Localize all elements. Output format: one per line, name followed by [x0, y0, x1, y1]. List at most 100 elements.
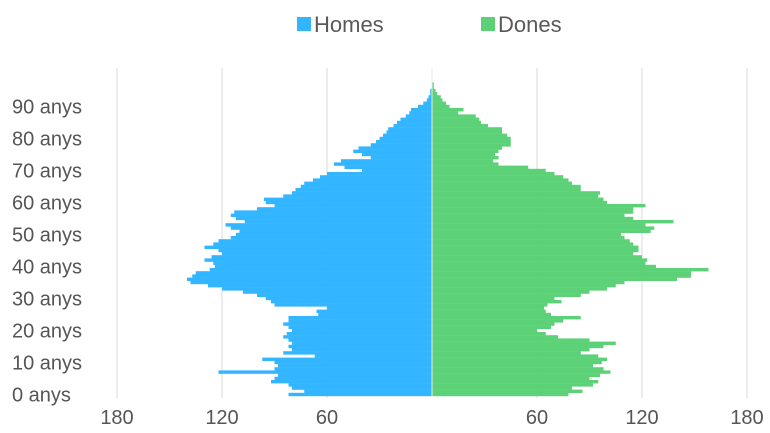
bar-homes-age-35: [190, 280, 432, 285]
bar-homes-age-40: [215, 264, 432, 269]
bar-homes-age-31: [257, 293, 432, 297]
bar-dones-age-88: [432, 111, 459, 115]
bar-dones-age-59: [432, 204, 646, 208]
bar-dones-age-9: [432, 364, 593, 368]
bar-homes-age-78: [370, 143, 432, 147]
bar-homes-age-77: [358, 146, 432, 150]
bar-homes-age-60: [265, 200, 432, 205]
bar-dones-age-82: [432, 130, 502, 134]
bar-dones-age-47: [432, 242, 634, 246]
bar-homes-age-76: [353, 149, 432, 153]
x-tick-label-3: 60: [526, 407, 548, 429]
bar-dones-age-78: [432, 143, 511, 147]
y-tick-label-3: 30 anys: [12, 288, 82, 310]
bar-homes-age-22: [283, 322, 432, 326]
bar-dones-age-77: [432, 146, 502, 150]
bar-homes-age-18: [283, 335, 432, 339]
bar-dones-age-62: [432, 194, 599, 198]
bar-dones-age-23: [432, 319, 564, 323]
bar-dones-age-72: [432, 162, 499, 166]
bar-dones-age-92: [432, 98, 443, 102]
bar-dones-age-40: [432, 264, 656, 269]
bar-dones-age-60: [432, 200, 607, 205]
bar-homes-age-91: [423, 101, 432, 105]
legend-item-dones: Dones: [481, 12, 562, 37]
bar-dones-age-32: [432, 290, 590, 294]
bar-dones-age-6: [432, 373, 600, 377]
bar-homes-age-65: [300, 184, 432, 189]
bar-homes-age-90: [418, 104, 432, 109]
bar-dones-age-27: [432, 306, 544, 310]
bar-dones-age-16: [432, 341, 616, 345]
bar-homes-age-28: [274, 303, 432, 307]
bar-homes-age-27: [327, 306, 432, 310]
bar-dones-age-66: [432, 181, 572, 185]
bar-dones-age-91: [432, 101, 446, 105]
bar-homes-age-44: [222, 252, 432, 256]
bar-dones-age-96: [432, 85, 434, 89]
bar-dones-age-45: [432, 248, 639, 253]
bar-homes-age-88: [409, 111, 432, 115]
y-tick-label-8: 80 anys: [12, 128, 82, 150]
bar-dones-age-94: [432, 92, 438, 96]
bar-dones-age-81: [432, 133, 508, 137]
bar-dones-age-49: [432, 236, 625, 240]
bar-dones-age-19: [432, 332, 546, 336]
bar-homes-age-25: [318, 312, 432, 317]
bar-dones-age-3: [432, 383, 593, 387]
bar-dones-age-74: [432, 156, 499, 160]
bar-dones-age-71: [432, 165, 529, 169]
bar-homes-age-32: [243, 290, 432, 294]
bar-homes-age-57: [234, 210, 432, 214]
bar-dones-age-56: [432, 213, 625, 217]
y-tick-label-7: 70 anys: [12, 160, 82, 182]
bar-homes-age-3: [288, 383, 432, 387]
bar-dones-age-79: [432, 140, 511, 144]
bar-homes-age-87: [405, 114, 432, 118]
bar-homes-age-23: [288, 319, 432, 323]
bar-homes-age-20: [292, 328, 432, 333]
bar-dones-age-1: [432, 389, 583, 393]
bar-dones-age-13: [432, 351, 581, 355]
legend-label-dones: Dones: [498, 12, 562, 37]
bar-dones-age-4: [432, 380, 599, 384]
y-axis: 0 anys 10 anys 20 anys 30 anys 40 anys 50 any…: [12, 96, 82, 406]
bar-dones-age-70: [432, 168, 546, 173]
bar-dones-age-22: [432, 322, 555, 326]
bar-homes-age-61: [264, 197, 432, 201]
bar-dones-age-90: [432, 104, 450, 109]
bar-dones-age-17: [432, 338, 590, 342]
bar-dones-age-61: [432, 197, 604, 201]
bar-homes-age-10: [274, 360, 432, 365]
bar-dones-age-55: [432, 216, 634, 221]
bar-homes-age-14: [292, 348, 432, 352]
bar-dones-age-34: [432, 284, 616, 288]
bar-dones-age-95: [432, 88, 436, 93]
bar-dones-age-12: [432, 354, 599, 358]
bar-homes-age-7: [218, 370, 432, 374]
bar-homes-age-34: [208, 284, 432, 288]
bar-dones-age-52: [432, 226, 655, 230]
x-tick-label-0: 180: [100, 407, 133, 429]
bar-dones-age-33: [432, 287, 607, 291]
bar-homes-age-73: [341, 159, 432, 163]
bar-dones-age-35: [432, 280, 625, 285]
bar-homes-age-39: [209, 268, 432, 272]
bar-homes-age-50: [236, 232, 432, 237]
bar-dones-age-67: [432, 178, 569, 182]
x-tick-label-4: 120: [625, 407, 658, 429]
legend-swatch-dones: [481, 17, 495, 31]
bar-homes-age-56: [230, 213, 432, 217]
bar-homes-age-43: [211, 255, 432, 259]
bar-homes-age-64: [295, 188, 432, 192]
bar-homes-age-16: [292, 341, 432, 345]
bar-dones-age-84: [432, 124, 488, 128]
bar-homes-age-13: [283, 351, 432, 355]
bar-homes-age-5: [274, 376, 432, 381]
x-axis: 180 120 60 60 120 180: [100, 407, 763, 429]
legend-swatch-homes: [297, 17, 311, 31]
bar-dones-age-50: [432, 232, 621, 237]
x-tick-label-2: 60: [316, 407, 338, 429]
bar-homes-age-9: [278, 364, 432, 368]
